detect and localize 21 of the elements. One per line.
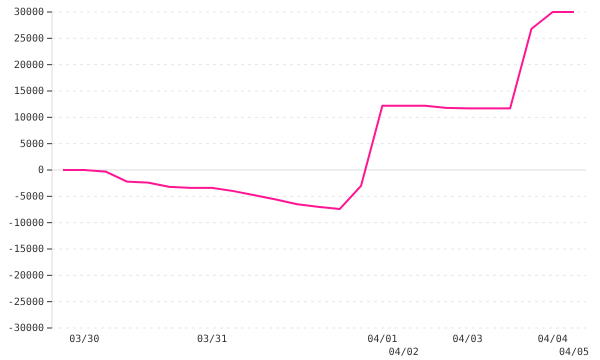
y-tick-label: -10000 xyxy=(8,218,44,229)
y-tick-label: -15000 xyxy=(8,244,44,256)
y-tick-label: -20000 xyxy=(8,270,44,282)
y-tick-label: -5000 xyxy=(14,192,44,203)
x-tick-label: 03/30 xyxy=(69,334,100,345)
y-tick-label: -25000 xyxy=(8,296,44,308)
x-tick-label: 04/02 xyxy=(388,347,419,358)
x-tick-label: 04/01 xyxy=(367,334,398,345)
y-tick-label: -30000 xyxy=(8,323,44,334)
line-series xyxy=(62,11,575,210)
y-tick-label: 10000 xyxy=(14,112,44,124)
y-tick-label: 0 xyxy=(38,165,44,176)
y-tick-label: 20000 xyxy=(14,60,44,71)
y-tick-label: 25000 xyxy=(14,34,44,45)
y-tick-label: 15000 xyxy=(14,86,44,98)
y-tick-label: 30000 xyxy=(14,7,44,18)
x-tick-label: 04/05 xyxy=(558,347,590,358)
x-tick-label: 04/04 xyxy=(538,334,568,345)
x-tick-label: 03/31 xyxy=(196,334,228,345)
y-tick-label: 5000 xyxy=(20,138,44,150)
x-tick-label: 04/03 xyxy=(452,334,483,345)
